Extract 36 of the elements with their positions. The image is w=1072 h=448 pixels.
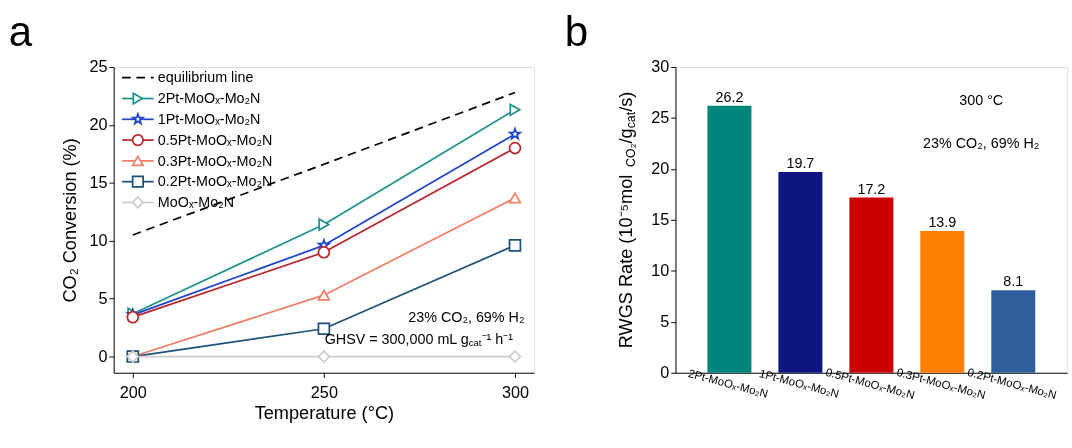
annotation: 23% CO₂, 69% H₂ — [923, 135, 1040, 152]
y-tick-label: 15 — [651, 210, 670, 229]
chart-title: b — [564, 8, 589, 55]
legend-label: 0.5Pt-MoOₓ-Mo₂N — [157, 131, 273, 148]
y-tick-label: 25 — [651, 108, 670, 127]
legend-label: 0.3Pt-MoOₓ-Mo₂N — [157, 152, 273, 169]
y-tick-label: 30 — [651, 57, 670, 76]
legend-label: MoOₓ-Mo₂N — [157, 194, 235, 211]
data-label: 17.2 — [857, 180, 886, 197]
legend-label: 2Pt-MoOₓ-Mo₂N — [157, 90, 261, 107]
legend-label: 1Pt-MoOₓ-Mo₂N — [157, 111, 261, 128]
y-axis-title: CO₂ Conversion (%) — [60, 138, 81, 303]
chart-title: a — [8, 8, 33, 55]
y-tick-label: 20 — [651, 159, 670, 178]
y-tick-label: 5 — [660, 312, 670, 331]
y-axis-title: RWGS Rate (10⁻⁵molCO₂/gcat/s) — [615, 91, 639, 349]
y-tick-label: 10 — [89, 230, 108, 249]
data-label: 19.7 — [786, 155, 815, 172]
y-tick-label: 10 — [651, 261, 670, 280]
x-tick-label: 200 — [119, 383, 147, 402]
data-label: 26.2 — [715, 88, 744, 105]
annotation: 23% CO₂, 69% H₂ — [408, 309, 525, 326]
y-tick-label: 15 — [89, 173, 108, 192]
y-tick-label: 0 — [98, 346, 108, 365]
data-label: 13.9 — [928, 214, 957, 231]
y-tick-label: 0 — [660, 363, 670, 382]
y-tick-label: 5 — [98, 288, 108, 307]
annotation: 300 °C — [959, 92, 1004, 109]
y-tick-label: 20 — [89, 115, 108, 134]
data-label: 8.1 — [1003, 273, 1024, 290]
x-tick-label: 300 — [501, 383, 529, 402]
legend-label: equilibrium line — [157, 69, 254, 86]
x-axis-title: Temperature (°C) — [254, 403, 395, 424]
y-tick-label: 25 — [89, 57, 108, 76]
legend-label: 0.2Pt-MoOₓ-Mo₂N — [157, 173, 273, 190]
x-tick-label: 250 — [310, 383, 338, 402]
